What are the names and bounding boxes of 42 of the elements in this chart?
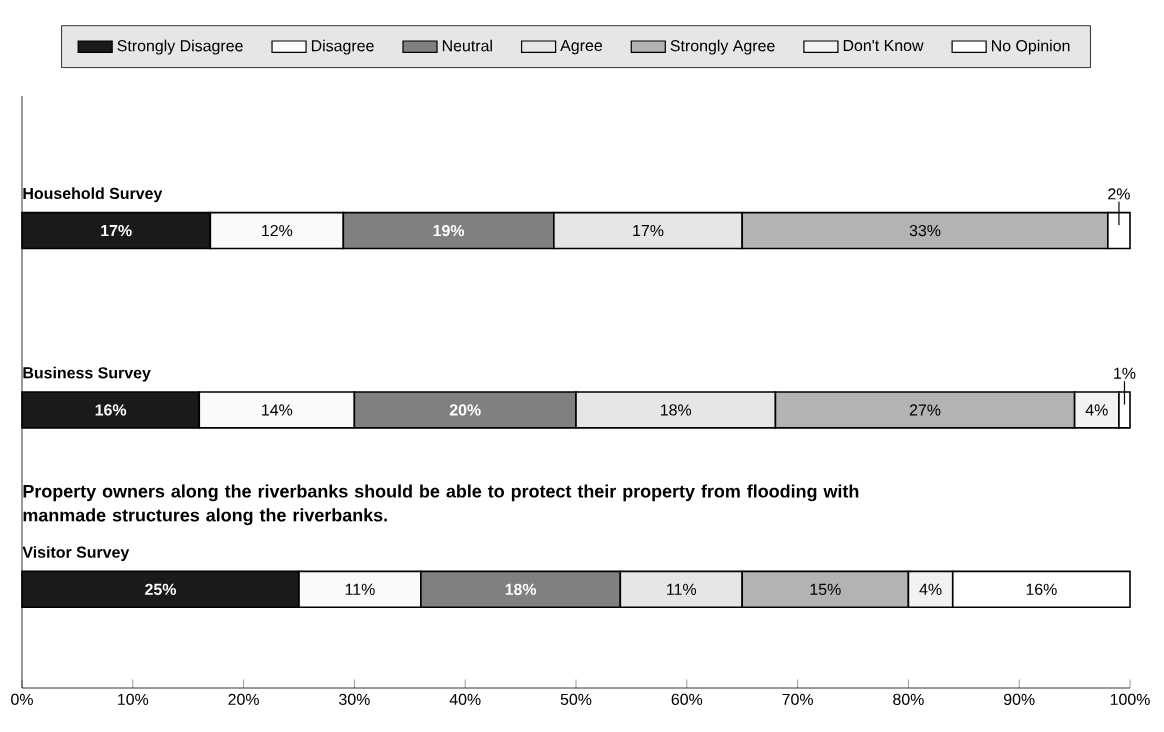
data-label: 20%: [449, 404, 481, 416]
x-tick-label: 50%: [560, 693, 592, 705]
data-label: 25%: [145, 583, 177, 595]
annotation: Property owners along the riverbanks should be able to protect their property from flooding with manmade structures along the riverbanks.: [23, 484, 859, 526]
x-tick-label: 30%: [339, 693, 370, 705]
data-label: 19%: [433, 224, 465, 237]
x-tick-label: 40%: [449, 693, 481, 705]
x-tick-label: 90%: [1004, 693, 1035, 705]
legend-label: Strongly Agree: [670, 39, 775, 55]
data-label: 14%: [262, 404, 293, 416]
y-tick-label: Visitor Survey: [22, 546, 130, 562]
data-label: 27%: [909, 404, 941, 416]
data-label: 18%: [660, 404, 692, 416]
x-tick-label: 80%: [893, 693, 924, 705]
x-tick-label: 20%: [228, 693, 259, 705]
x-tick-label: 100%: [1110, 693, 1150, 705]
x-tick-label: 70%: [782, 693, 813, 705]
data-label: 2%: [1108, 188, 1130, 200]
x-tick-label: 60%: [671, 693, 703, 705]
data-label: 18%: [505, 583, 537, 595]
data-label: 17%: [101, 224, 132, 237]
x-tick-label: 10%: [118, 693, 149, 705]
legend-label: Disagree: [311, 39, 374, 55]
data-label: 15%: [810, 583, 841, 595]
y-tick-label: Household Survey: [23, 187, 163, 203]
data-label: 11%: [667, 583, 697, 595]
data-label: 16%: [1026, 583, 1057, 595]
data-label: 1%: [1114, 367, 1136, 379]
legend-label: No Opinion: [992, 39, 1070, 55]
data-label: 17%: [633, 224, 664, 237]
x-tick-label: 0%: [11, 693, 33, 705]
y-tick-label: Business Survey: [23, 366, 151, 382]
data-label: 16%: [95, 404, 127, 416]
data-label: 4%: [919, 583, 942, 595]
data-label: 11%: [345, 583, 375, 595]
legend-label: Don't Know: [843, 39, 924, 52]
data-label: 12%: [262, 224, 293, 237]
legend-label: Neutral: [442, 39, 492, 52]
data-label: 4%: [1085, 404, 1108, 416]
legend-label: Agree: [560, 39, 602, 55]
legend-label: Strongly Disagree: [117, 39, 243, 55]
data-label: 33%: [909, 224, 941, 237]
